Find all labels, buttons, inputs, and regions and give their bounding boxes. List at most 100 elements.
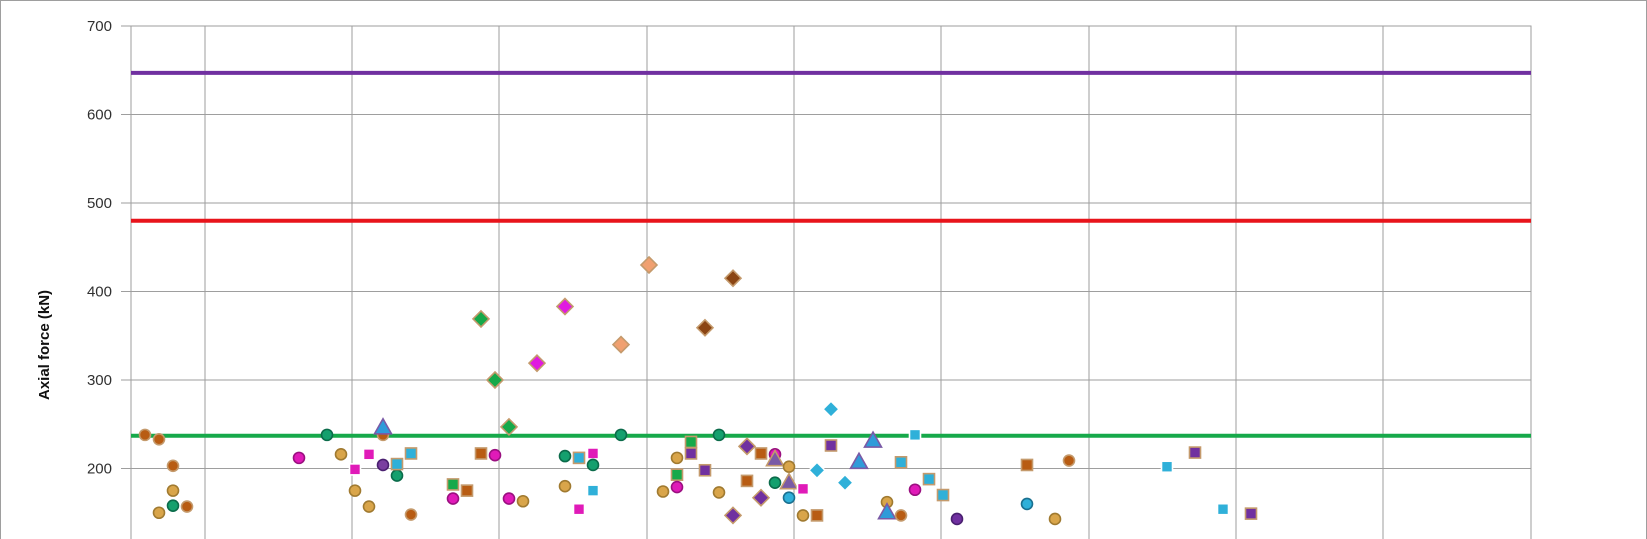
data-point xyxy=(751,488,771,507)
data-point xyxy=(768,476,782,489)
data-point xyxy=(835,473,855,492)
data-point xyxy=(737,437,757,456)
data-point xyxy=(572,502,586,516)
y-tick-label: 600 xyxy=(87,107,112,124)
y-tick-label: 700 xyxy=(87,18,112,35)
data-point xyxy=(390,469,404,482)
data-point xyxy=(527,354,547,373)
y-tick-label: 200 xyxy=(87,461,112,478)
data-point xyxy=(670,451,684,465)
data-point xyxy=(166,499,180,512)
data-point xyxy=(611,335,631,354)
data-point xyxy=(446,492,460,505)
data-point xyxy=(485,370,505,390)
data-point xyxy=(1048,512,1062,526)
data-point xyxy=(1062,454,1076,467)
data-points xyxy=(138,255,1258,526)
data-point xyxy=(807,461,827,480)
data-point xyxy=(471,309,491,329)
data-point xyxy=(152,432,166,446)
data-point xyxy=(712,428,726,442)
data-point xyxy=(1160,460,1174,474)
data-point xyxy=(348,463,362,476)
data-point xyxy=(586,458,600,472)
data-point xyxy=(376,458,390,472)
data-point xyxy=(877,502,897,520)
data-point xyxy=(810,509,824,522)
data-point xyxy=(502,492,516,505)
data-point xyxy=(908,428,922,442)
data-point xyxy=(348,484,362,497)
data-point xyxy=(863,430,883,448)
data-point xyxy=(950,512,964,526)
data-point xyxy=(555,297,575,316)
data-point xyxy=(779,472,799,490)
data-point xyxy=(796,509,810,522)
data-point xyxy=(1188,446,1202,459)
data-point xyxy=(180,500,194,513)
data-point xyxy=(740,474,754,488)
y-tick-label: 500 xyxy=(87,195,112,212)
data-point xyxy=(936,488,950,502)
data-point xyxy=(908,483,922,497)
data-point xyxy=(460,484,474,497)
data-point xyxy=(670,480,684,494)
y-tick-labels: 200 300 400 500 600 700 xyxy=(87,18,112,478)
data-point xyxy=(894,456,908,469)
data-point xyxy=(390,457,404,471)
data-point xyxy=(334,448,348,461)
data-point xyxy=(488,448,502,462)
data-point xyxy=(558,449,572,463)
data-point xyxy=(684,447,698,460)
data-point xyxy=(558,479,572,493)
y-tick-label: 300 xyxy=(87,372,112,389)
data-point xyxy=(712,486,726,499)
data-point xyxy=(404,447,418,460)
data-point xyxy=(656,485,670,498)
data-point xyxy=(586,447,600,460)
data-point xyxy=(824,439,838,452)
data-point xyxy=(821,400,841,419)
data-point xyxy=(474,447,488,460)
data-point xyxy=(586,484,600,497)
data-point xyxy=(362,500,376,513)
data-point xyxy=(1020,458,1034,472)
data-point xyxy=(782,491,796,505)
data-point xyxy=(1216,502,1230,516)
data-point xyxy=(765,449,785,467)
data-point xyxy=(849,451,869,470)
data-point xyxy=(138,428,152,442)
data-point xyxy=(796,482,810,496)
data-point xyxy=(166,484,180,497)
data-point xyxy=(723,269,743,288)
data-point xyxy=(292,451,306,465)
data-point xyxy=(446,478,460,491)
data-point xyxy=(362,448,376,461)
data-point xyxy=(894,509,908,522)
data-point xyxy=(695,318,715,337)
data-point xyxy=(614,428,628,442)
data-point xyxy=(782,460,796,474)
data-point xyxy=(373,417,393,435)
data-point xyxy=(404,508,418,521)
plot-area xyxy=(130,25,1532,539)
reference-lines xyxy=(131,70,1531,438)
data-point xyxy=(639,255,659,275)
data-point xyxy=(922,472,936,486)
data-point xyxy=(684,435,698,449)
data-point xyxy=(723,506,743,525)
data-point xyxy=(516,494,530,508)
data-point xyxy=(670,468,684,481)
y-tick-label: 400 xyxy=(87,284,112,301)
data-point xyxy=(572,451,586,465)
data-point xyxy=(320,428,334,442)
data-point xyxy=(166,459,180,473)
data-point xyxy=(1244,507,1258,520)
data-point xyxy=(1020,497,1034,511)
data-point xyxy=(499,417,519,437)
data-point xyxy=(698,463,712,477)
data-point xyxy=(152,506,166,520)
y-axis-label: Axial force (kN) xyxy=(36,290,53,400)
